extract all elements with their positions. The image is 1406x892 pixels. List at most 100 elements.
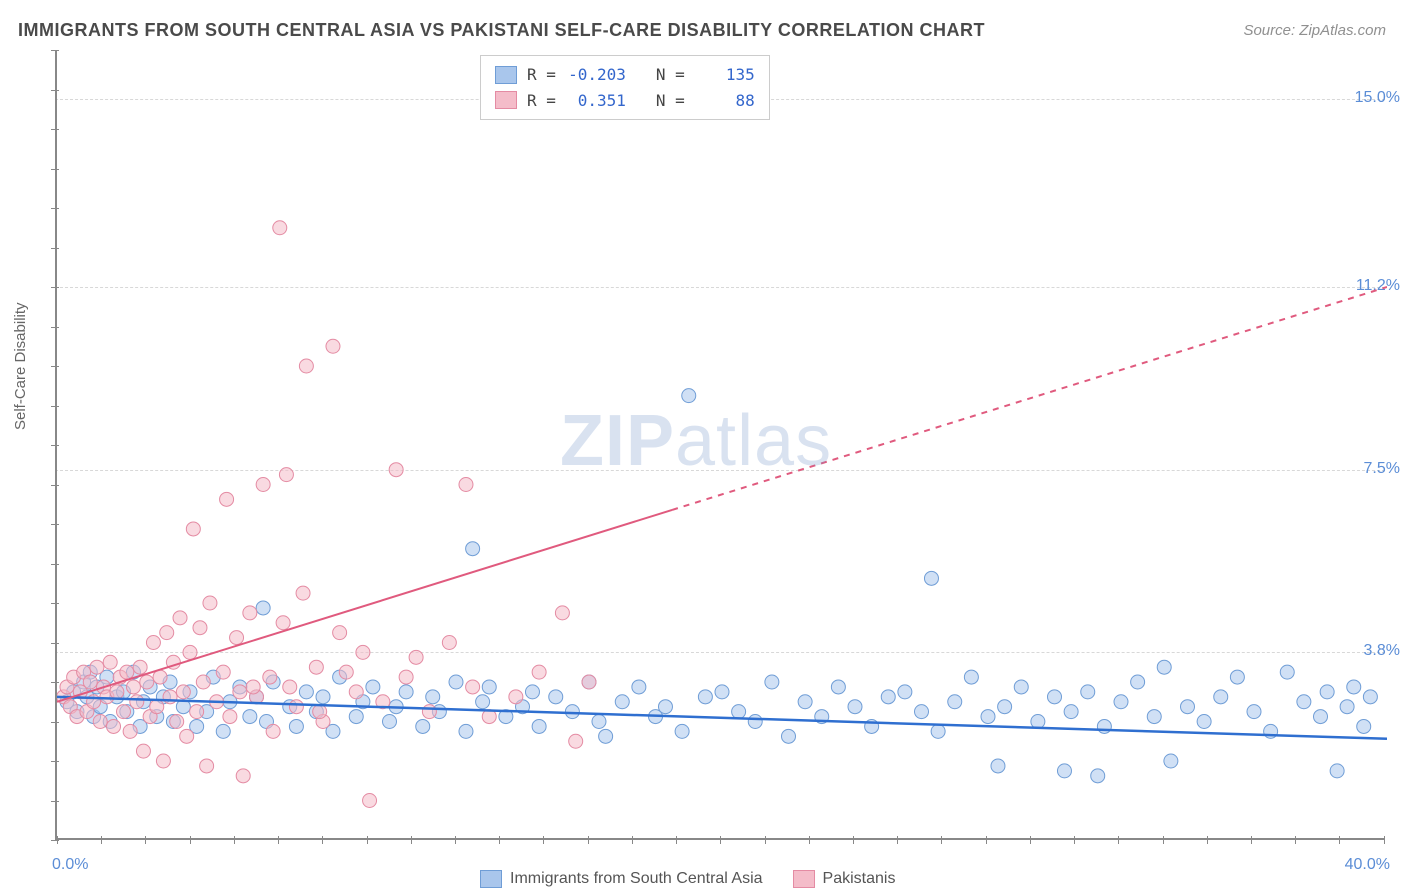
scatter-point [273,221,287,235]
legend-swatch-0 [495,66,517,84]
x-tick [853,836,854,844]
scatter-point [1363,690,1377,704]
scatter-point [698,690,712,704]
x-tick [1118,836,1119,844]
legend-stats-row-1: R = 0.351 N = 88 [495,88,755,114]
plot-svg [57,50,1387,840]
scatter-point [466,542,480,556]
scatter-point [1114,695,1128,709]
bottom-legend: Immigrants from South Central Asia Pakis… [480,870,895,888]
x-tick [234,836,235,844]
scatter-point [366,680,380,694]
y-tick [51,287,59,288]
scatter-point [246,680,260,694]
scatter-point [190,705,204,719]
scatter-point [1091,769,1105,783]
scatter-point [363,794,377,808]
scatter-point [1214,690,1228,704]
y-tick [51,406,59,407]
scatter-point [658,700,672,714]
x-tick [986,836,987,844]
scatter-point [715,685,729,699]
scatter-point [599,729,613,743]
x-tick [145,836,146,844]
scatter-point [316,690,330,704]
scatter-point [748,715,762,729]
y-tick [51,327,59,328]
scatter-point [964,670,978,684]
scatter-point [482,680,496,694]
scatter-point [1147,710,1161,724]
scatter-point [981,710,995,724]
scatter-point [1131,675,1145,689]
scatter-point [180,729,194,743]
scatter-point [1197,715,1211,729]
scatter-point [93,715,107,729]
x-tick [543,836,544,844]
scatter-point [459,478,473,492]
scatter-point [565,705,579,719]
scatter-point [263,670,277,684]
scatter-point [615,695,629,709]
x-tick [455,836,456,844]
x-tick [367,836,368,844]
legend-n-val-1: 88 [695,88,755,114]
scatter-point [256,601,270,615]
scatter-point [525,685,539,699]
bottom-legend-swatch-1 [793,870,815,888]
scatter-point [399,670,413,684]
x-tick [499,836,500,844]
scatter-point [299,359,313,373]
scatter-point [107,719,121,733]
scatter-point [223,710,237,724]
scatter-point [1314,710,1328,724]
scatter-point [117,705,131,719]
scatter-point [110,685,124,699]
scatter-point [898,685,912,699]
scatter-point [532,665,546,679]
scatter-point [216,665,230,679]
bottom-legend-swatch-0 [480,870,502,888]
scatter-point [1064,705,1078,719]
scatter-point [509,690,523,704]
y-tick [51,840,59,841]
scatter-point [309,660,323,674]
scatter-point [426,690,440,704]
scatter-point [1347,680,1361,694]
scatter-point [1097,719,1111,733]
legend-n-label-1: N = [656,88,685,114]
x-tick [1074,836,1075,844]
x-tick [720,836,721,844]
x-tick [1251,836,1252,844]
scatter-point [1081,685,1095,699]
scatter-point [948,695,962,709]
scatter-point [150,700,164,714]
scatter-point [389,463,403,477]
scatter-point [422,705,436,719]
y-tick [51,722,59,723]
scatter-point [296,586,310,600]
x-tick [190,836,191,844]
plot-frame [55,50,1385,840]
bottom-legend-item-0: Immigrants from South Central Asia [480,870,763,888]
scatter-point [991,759,1005,773]
scatter-point [289,700,303,714]
scatter-point [592,715,606,729]
scatter-point [326,339,340,353]
y-tick [51,524,59,525]
scatter-point [1057,764,1071,778]
bottom-legend-label-1: Pakistanis [823,870,896,888]
y-tick [51,682,59,683]
scatter-point [133,660,147,674]
scatter-point [103,655,117,669]
scatter-point [349,710,363,724]
scatter-point [1048,690,1062,704]
scatter-point [442,636,456,650]
scatter-point [283,680,297,694]
legend-n-val-0: 135 [695,62,755,88]
scatter-point [476,695,490,709]
y-tick [51,129,59,130]
bottom-legend-item-1: Pakistanis [793,870,896,888]
scatter-point [682,389,696,403]
scatter-point [1330,764,1344,778]
